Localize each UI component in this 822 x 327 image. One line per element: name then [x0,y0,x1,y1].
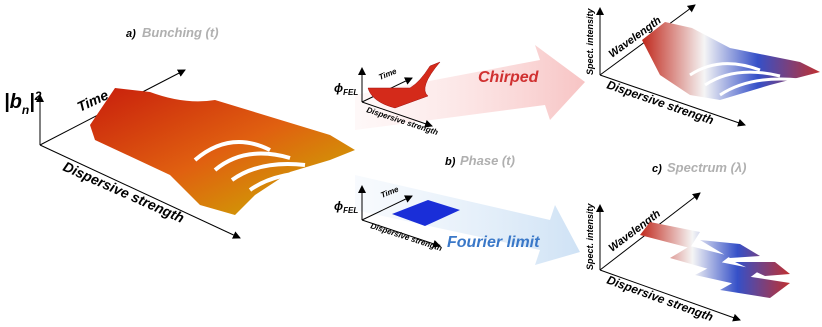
axis [361,101,433,128]
panel-label: c) [652,163,662,175]
arrow-label: Fourier limit [447,234,540,251]
axis-label: Time [377,66,398,81]
axis [599,74,746,127]
y-label: |bn|2 [4,89,42,117]
surface-detail [689,62,801,97]
arrow [355,45,585,130]
panel-label: b) [445,156,456,168]
panel-title: Phase (t) [460,153,515,168]
axis [361,195,413,221]
panel-label: a) [126,28,136,40]
axis [39,144,241,239]
surface [640,222,790,298]
axis [599,269,741,322]
surface [90,88,355,215]
surface [392,200,460,226]
axis-label: Dispersive strength [605,273,715,324]
arrow-label: Chirped [478,69,540,86]
y-label: Spect. intensity [585,202,595,270]
surface-detail [193,140,321,192]
y-label: ϕFEL [334,199,358,215]
axis [361,219,441,248]
surface [367,61,441,109]
y-label: ϕFEL [334,81,358,97]
y-label: Spect. intensity [585,7,595,75]
panel-title: Spectrum (λ) [667,160,746,175]
panel-title: Bunching (t) [142,25,219,40]
